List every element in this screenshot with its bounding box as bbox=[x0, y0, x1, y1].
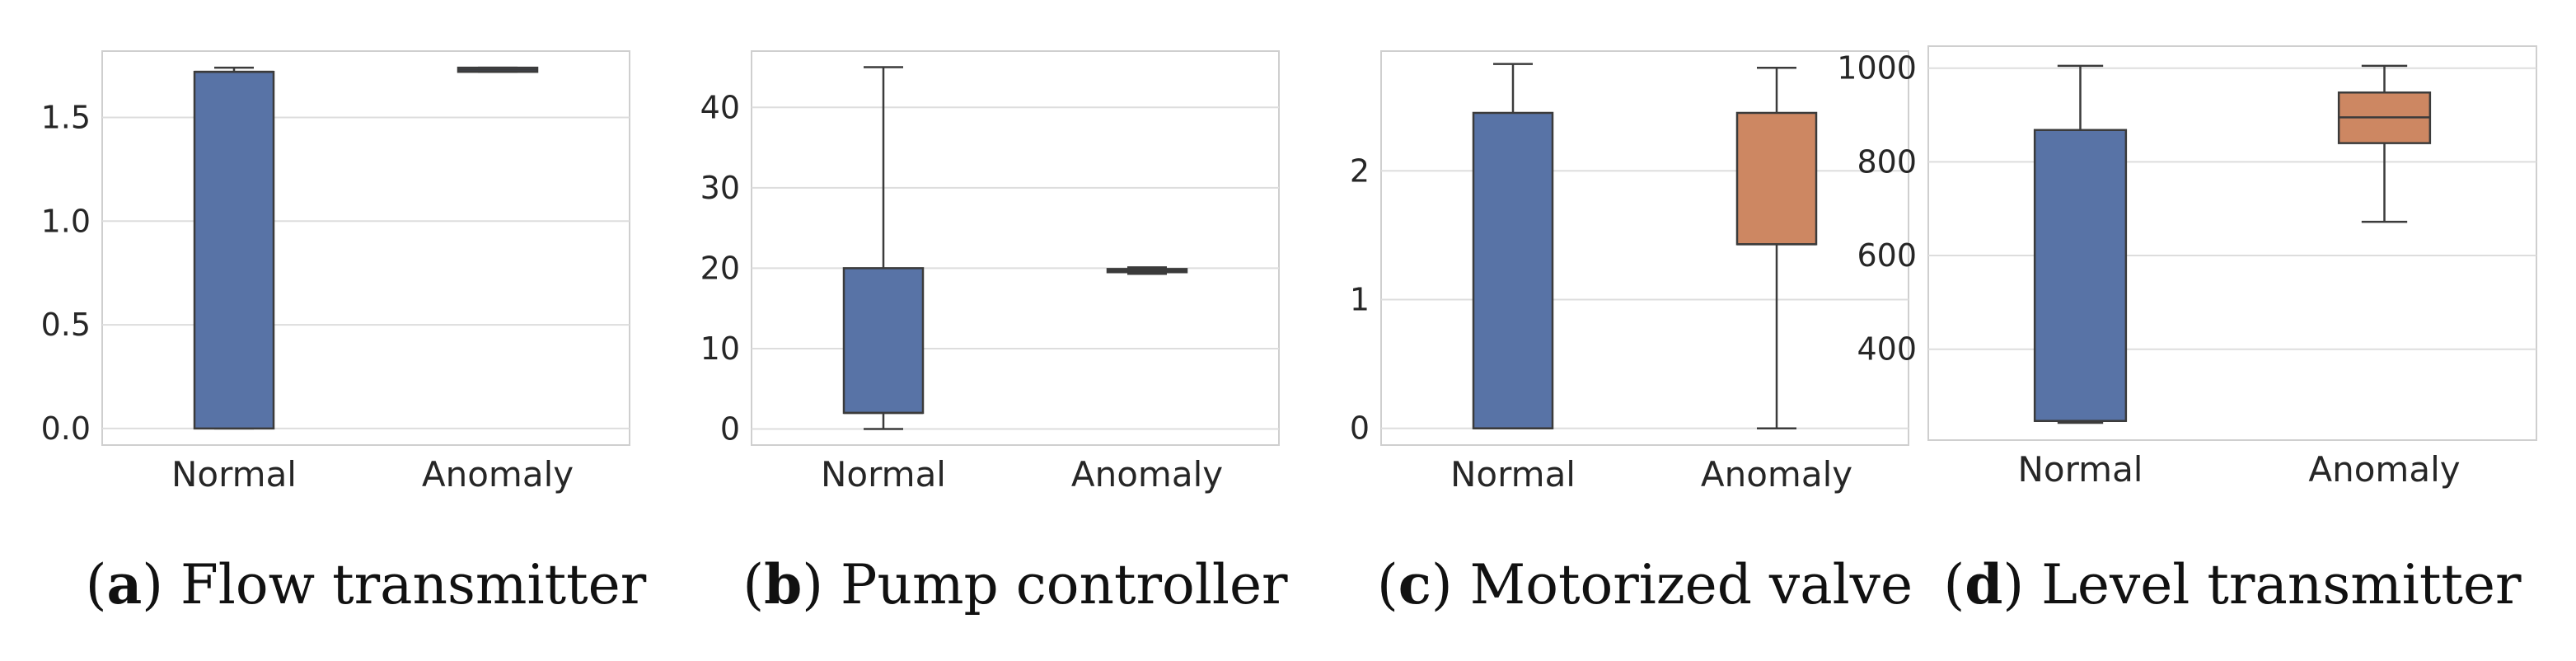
box-normal bbox=[842, 267, 925, 415]
caption-a: (a) Flow transmitter bbox=[86, 552, 647, 616]
plot-area-a bbox=[101, 50, 630, 446]
caption-close-paren: ) bbox=[1431, 553, 1470, 616]
y-tick-label: 2 bbox=[1350, 152, 1370, 189]
y-tick-label: 1.0 bbox=[41, 203, 91, 239]
y-tick-label: 0 bbox=[1350, 410, 1370, 447]
caption-b: (b) Pump controller bbox=[742, 552, 1288, 616]
plot-area-d bbox=[1927, 45, 2537, 441]
y-tick-label: 30 bbox=[700, 170, 740, 206]
y-tick-label: 20 bbox=[700, 250, 740, 286]
y-tick-label: 0.5 bbox=[41, 307, 91, 343]
y-tick-label: 1.5 bbox=[41, 100, 91, 136]
x-tick-label-anomaly: Anomaly bbox=[2308, 449, 2460, 490]
x-tick-label-normal: Normal bbox=[2018, 449, 2143, 490]
y-tick-label: 400 bbox=[1857, 331, 1917, 368]
y-tick-label: 1000 bbox=[1837, 50, 1917, 87]
caption-open-paren: ( bbox=[742, 553, 764, 616]
x-tick-label-anomaly: Anomaly bbox=[1071, 454, 1223, 495]
caption-letter: a bbox=[106, 552, 142, 616]
y-tick-label: 0 bbox=[720, 410, 740, 447]
y-tick-label: 800 bbox=[1857, 143, 1917, 180]
y-tick-label: 10 bbox=[700, 330, 740, 367]
x-tick-label-normal: Normal bbox=[171, 454, 297, 495]
y-tick-label: 40 bbox=[700, 89, 740, 125]
x-tick-label-normal: Normal bbox=[821, 454, 946, 495]
caption-letter: b bbox=[764, 552, 802, 616]
y-tick-label: 600 bbox=[1857, 237, 1917, 274]
plot-area-c bbox=[1380, 50, 1909, 446]
caption-title: Pump controller bbox=[841, 553, 1288, 616]
caption-letter: d bbox=[1965, 552, 2002, 616]
caption-open-paren: ( bbox=[1943, 553, 1965, 616]
caption-open-paren: ( bbox=[1377, 553, 1398, 616]
caption-d: (d) Level transmitter bbox=[1943, 552, 2522, 616]
y-tick-label: 1 bbox=[1350, 281, 1370, 317]
caption-close-paren: ) bbox=[142, 553, 180, 616]
box-normal bbox=[193, 70, 275, 430]
caption-close-paren: ) bbox=[802, 553, 841, 616]
caption-close-paren: ) bbox=[2002, 553, 2041, 616]
caption-title: Flow transmitter bbox=[180, 553, 647, 616]
box-normal bbox=[1472, 111, 1554, 429]
box-anomaly bbox=[1735, 111, 1818, 246]
caption-c: (c) Motorized valve bbox=[1377, 552, 1913, 616]
caption-open-paren: ( bbox=[86, 553, 107, 616]
caption-letter: c bbox=[1398, 552, 1431, 616]
y-tick-label: 0.0 bbox=[41, 410, 91, 447]
plot-area-b bbox=[751, 50, 1280, 446]
caption-title: Motorized valve bbox=[1470, 553, 1913, 616]
x-tick-label-anomaly: Anomaly bbox=[1701, 454, 1852, 495]
x-tick-label-anomaly: Anomaly bbox=[422, 454, 574, 495]
caption-title: Level transmitter bbox=[2041, 553, 2522, 616]
box-normal bbox=[2033, 129, 2128, 422]
x-tick-label-normal: Normal bbox=[1450, 454, 1576, 495]
